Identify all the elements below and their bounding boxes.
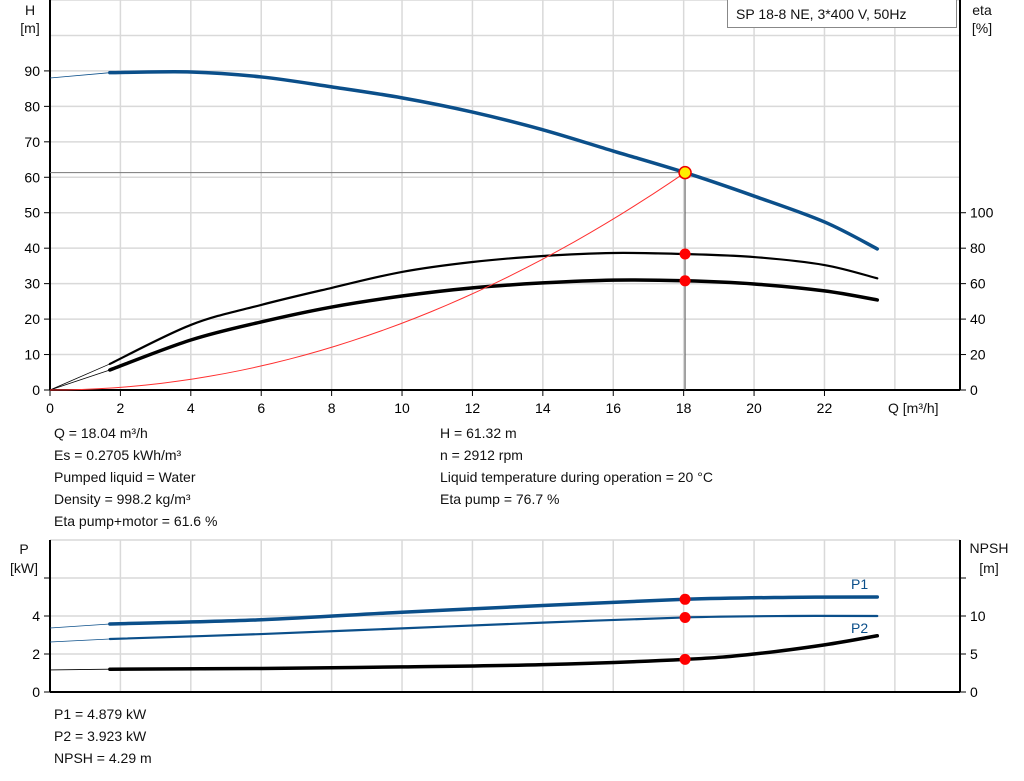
x-tick-label: 14 (535, 400, 551, 416)
y-tick-label-right: 100 (970, 205, 994, 221)
eta-axis-unit: [%] (971, 20, 993, 36)
y-tick-label-right: 80 (970, 240, 986, 256)
x-tick-label: 18 (676, 400, 692, 416)
y-tick-label-left: 60 (24, 169, 40, 185)
info-right-3: Eta pump = 76.7 % (440, 491, 560, 507)
p2-duty-marker (679, 611, 691, 623)
pump-title-box: SP 18-8 NE, 3*400 V, 50Hz (727, 0, 957, 28)
p-axis-unit: [kW] (10, 560, 38, 576)
y-tick-label-right: 0 (970, 684, 978, 700)
info-left-3: Density = 998.2 kg/m³ (54, 491, 191, 507)
P2-curve (108, 614, 879, 641)
info-left-0: Q = 18.04 m³/h (54, 425, 148, 441)
eta_pump-extension (49, 363, 111, 391)
y-tick-label-left: 4 (32, 608, 40, 624)
x-tick-label: 8 (328, 400, 336, 416)
y-tick-label-left: 40 (24, 240, 40, 256)
npsh-axis-unit: [m] (979, 560, 999, 576)
y-tick-label-left: 10 (24, 347, 40, 363)
NPSH-curve (108, 634, 880, 671)
H-extension (49, 72, 110, 79)
P1-curve (108, 595, 880, 626)
H-curve (108, 70, 880, 251)
y-tick-label-left: 80 (24, 98, 40, 114)
x-tick-label: 4 (187, 400, 195, 416)
info-right-1: n = 2912 rpm (440, 447, 523, 463)
eta_total-extension (49, 369, 110, 391)
x-tick-label: 10 (394, 400, 410, 416)
eta_pump-curve (108, 251, 879, 366)
system-curve (49, 172, 686, 391)
y-tick-label-left: 0 (32, 382, 40, 398)
x-tick-label: 20 (746, 400, 762, 416)
p1-curve-label: P1 (851, 576, 869, 592)
P1-extension (49, 623, 110, 629)
eta-total-duty-marker (679, 275, 691, 287)
duty-point-marker (678, 165, 692, 180)
x-tick-label: 22 (817, 400, 833, 416)
y-tick-label-right: 40 (970, 311, 986, 327)
info-power-2: NPSH = 4.29 m (54, 750, 152, 766)
y-tick-label-left: 0 (32, 684, 40, 700)
P2-extension (49, 638, 110, 643)
eta-pump-duty-marker (679, 248, 691, 260)
x-tick-label: 6 (257, 400, 265, 416)
x-tick-label: 2 (117, 400, 125, 416)
info-power-1: P2 = 3.923 kW (54, 728, 147, 744)
info-power-0: P1 = 4.879 kW (54, 706, 147, 722)
npsh-axis-name: NPSH (969, 540, 1009, 556)
p-axis-name: P (19, 541, 29, 557)
npsh-duty-marker (679, 653, 691, 665)
info-left-1: Es = 0.2705 kWh/m³ (54, 447, 182, 463)
eta_total-curve (108, 278, 880, 372)
NPSH-extension (49, 668, 110, 671)
info-right-2: Liquid temperature during operation = 20… (440, 469, 713, 485)
y-tick-label-right: 10 (970, 608, 986, 624)
p1-duty-marker (679, 593, 691, 605)
q-axis-label: Q [m³/h] (888, 400, 939, 416)
x-tick-label: 0 (46, 400, 54, 416)
info-right-0: H = 61.32 m (440, 425, 517, 441)
y-tick-label-left: 50 (24, 205, 40, 221)
x-tick-label: 12 (465, 400, 481, 416)
y-tick-label-right: 5 (970, 646, 978, 662)
h-axis-unit: [m] (20, 20, 40, 36)
y-tick-label-right: 0 (970, 382, 978, 398)
y-tick-label-left: 30 (24, 276, 40, 292)
y-tick-label-right: 20 (970, 347, 986, 363)
h-axis-name: H (24, 2, 36, 18)
info-left-2: Pumped liquid = Water (54, 469, 196, 485)
info-left-4: Eta pump+motor = 61.6 % (54, 513, 218, 529)
p2-curve-label: P2 (851, 620, 869, 636)
eta-axis-name: eta (972, 2, 992, 18)
y-tick-label-left: 2 (32, 646, 40, 662)
pump-title: SP 18-8 NE, 3*400 V, 50Hz (736, 6, 907, 22)
y-tick-label-right: 60 (970, 276, 986, 292)
y-tick-label-left: 20 (24, 311, 40, 327)
x-tick-label: 16 (605, 400, 621, 416)
y-tick-label-left: 90 (24, 63, 40, 79)
y-tick-label-left: 70 (24, 134, 40, 150)
